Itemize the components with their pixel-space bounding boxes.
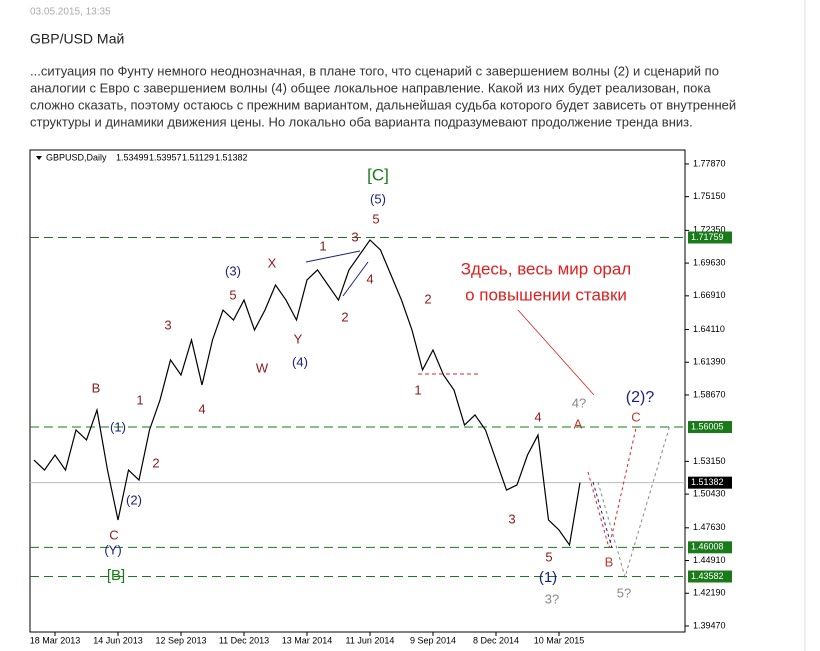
y-tick-label: 1.77870	[693, 158, 726, 168]
price-box-label: 1.71759	[691, 232, 724, 242]
wave-label: (Y)	[104, 542, 121, 557]
x-tick-label: 12 Sep 2013	[155, 635, 206, 645]
x-tick-label: 13 Mar 2014	[282, 635, 333, 645]
price-box	[688, 570, 732, 583]
wave-label: 5	[372, 211, 379, 226]
wave-label: 5	[229, 287, 236, 302]
y-tick-label: 1.69630	[693, 257, 726, 267]
price-box	[688, 476, 732, 489]
price-line	[33, 239, 581, 547]
wave-label: B	[92, 380, 101, 395]
y-tick-label: 1.42190	[693, 588, 726, 598]
wave-label: [C]	[367, 165, 389, 184]
ohlc-value: 1.51129	[182, 152, 214, 162]
wave-label: 5?	[617, 585, 631, 600]
x-tick-label: 14 Jun 2013	[93, 635, 143, 645]
wave-label: 3?	[545, 591, 559, 606]
x-tick-label: 11 Dec 2013	[219, 635, 269, 645]
trend-line	[342, 261, 369, 297]
price-box-label: 1.43582	[691, 571, 724, 581]
forecast-path	[587, 427, 637, 549]
x-tick-label: 9 Sep 2014	[410, 635, 456, 645]
y-tick-label: 1.61390	[693, 357, 726, 367]
post-text: сложно сказать, поэтому остаюсь с прежни…	[30, 97, 736, 112]
ohlc-value: 1.53957	[149, 152, 182, 162]
menu-arrow	[36, 156, 42, 160]
x-tick-label: 11 Jun 2014	[346, 635, 395, 645]
wave-label: (5)	[370, 191, 386, 206]
trend-line	[305, 250, 361, 263]
ohlc-value: 1.51382	[215, 152, 248, 162]
post-text: структуры и динамики движения цены. Но л…	[30, 114, 693, 129]
y-tick-label: 1.58670	[693, 389, 726, 399]
wave-label: 2	[341, 309, 348, 324]
wave-label: 3	[164, 317, 171, 332]
wave-label: (3)	[225, 263, 241, 278]
y-tick-label: 1.39470	[693, 620, 726, 630]
wave-label: (2)	[126, 492, 142, 507]
y-tick-label: 1.50430	[693, 488, 726, 498]
y-tick-label: 1.72350	[693, 225, 726, 235]
wave-label: (1)	[539, 569, 557, 586]
wave-label: 2	[424, 291, 431, 306]
post-text: аналогии с Евро с завершением волны (4) …	[30, 80, 711, 95]
wave-label: (2)?	[626, 389, 655, 406]
y-tick-label: 1.44910	[693, 555, 726, 565]
price-box	[688, 541, 732, 554]
chart-frame	[29, 149, 686, 633]
wave-label: X	[268, 255, 277, 270]
wave-label: 1	[136, 392, 143, 407]
post-text: ...ситуация по Фунту немного неоднозначн…	[30, 63, 719, 78]
post-title: GBP/USD Май	[30, 31, 124, 47]
wave-label: C	[109, 527, 118, 542]
wave-label: о повышении ставки	[465, 285, 627, 304]
x-tick-label: 10 Mar 2015	[534, 635, 585, 645]
x-tick-label: 8 Dec 2014	[473, 635, 519, 645]
wave-label: 1	[414, 382, 421, 397]
post-date: 03.05.2015, 13:35	[30, 7, 111, 18]
wave-label: (4)	[292, 354, 308, 369]
y-tick-label: 1.66910	[693, 290, 726, 300]
wave-label: Y	[294, 331, 303, 346]
x-tick-label: 18 Mar 2013	[30, 635, 81, 645]
wave-label: C	[631, 409, 640, 424]
wave-label: 3	[508, 511, 515, 526]
wave-label: [B]	[107, 567, 125, 584]
wave-label: 4	[198, 401, 205, 416]
pointer-line	[517, 309, 595, 396]
wave-label: B	[605, 554, 614, 569]
chart-symbol: GBPUSD,Daily	[46, 152, 107, 162]
wave-label: 5	[545, 549, 552, 564]
wave-label: 2	[152, 455, 159, 470]
y-tick-label: 1.47630	[693, 522, 726, 532]
wave-label: A	[574, 416, 583, 431]
y-tick-label: 1.53150	[693, 456, 726, 466]
wave-label: 1	[319, 238, 326, 253]
wave-label: W	[256, 360, 269, 375]
wave-label: 4	[534, 409, 541, 424]
price-box	[688, 421, 732, 434]
wave-label: (1)	[110, 419, 126, 434]
ohlc-value: 1.53499	[116, 152, 149, 162]
forecast-path	[597, 424, 671, 579]
y-tick-label: 1.75150	[693, 191, 726, 201]
wave-label: 4?	[572, 395, 586, 410]
price-box-label: 1.46008	[691, 542, 724, 552]
wave-label: 4	[366, 271, 373, 286]
price-box-label: 1.56005	[691, 421, 724, 431]
price-box-label: 1.51382	[691, 477, 724, 487]
wave-label: Здесь, весь мир орал	[461, 259, 631, 278]
y-tick-label: 1.64110	[693, 324, 725, 334]
wave-label: 3	[351, 229, 358, 244]
price-box	[688, 231, 732, 244]
